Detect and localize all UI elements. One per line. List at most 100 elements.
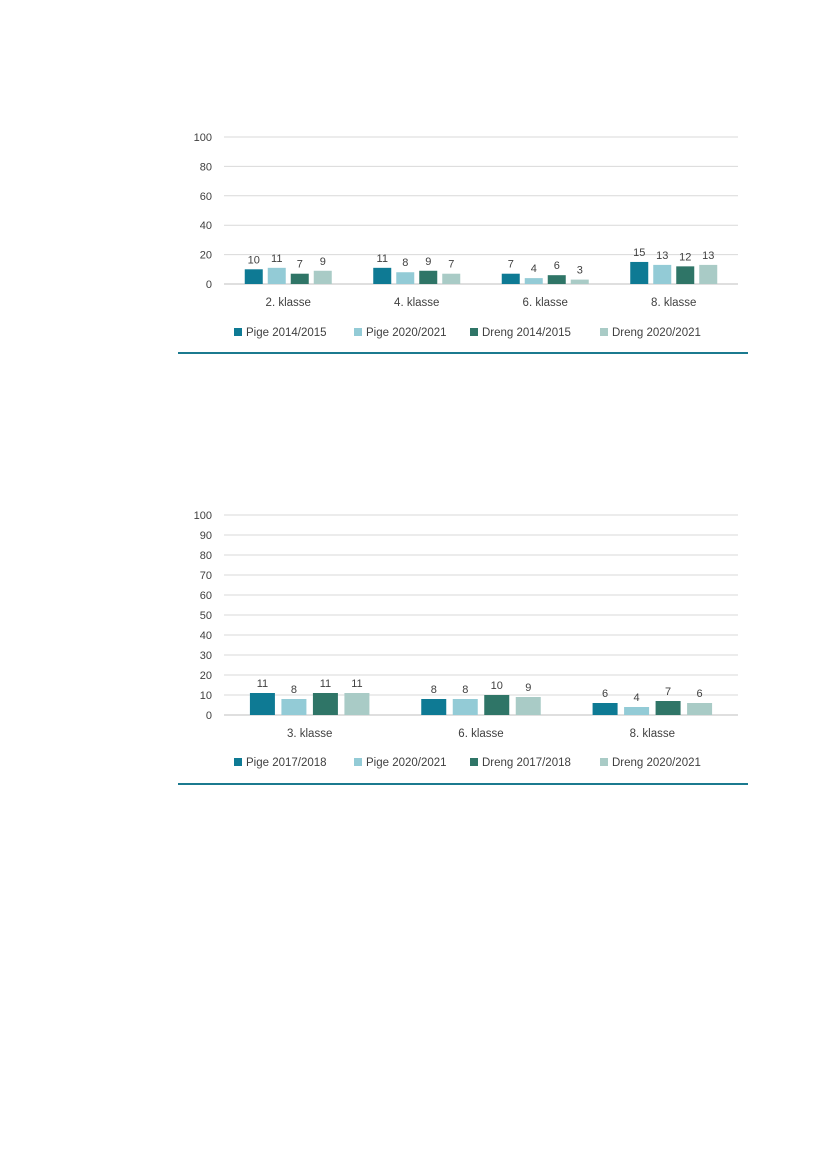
- bar: [290, 273, 309, 284]
- data-label: 6: [697, 688, 703, 700]
- bar: [249, 693, 275, 715]
- bar: [313, 270, 332, 284]
- chart-1-svg: 0 20 40 60 80 100 10 11 7 9 2. klasse 11 8 9 7 4. klass…: [178, 132, 748, 354]
- legend-label: Dreng 2020/2021: [612, 757, 701, 769]
- legend-label: Pige 2014/2015: [246, 327, 327, 339]
- y-tick-label: 80: [200, 550, 212, 562]
- y-tick-label: 50: [200, 610, 212, 622]
- legend-swatch: [234, 328, 242, 336]
- data-label: 4: [531, 263, 537, 275]
- bar: [281, 699, 307, 715]
- data-label: 6: [554, 260, 560, 272]
- legend-swatch: [470, 758, 478, 766]
- data-label: 9: [320, 256, 326, 268]
- data-label: 7: [508, 259, 514, 271]
- legend-label: Pige 2020/2021: [366, 327, 447, 339]
- y-tick-label: 90: [200, 530, 212, 542]
- category-label: 4. klasse: [394, 297, 439, 309]
- data-label: 11: [271, 253, 282, 265]
- bar: [515, 697, 541, 715]
- data-label: 10: [248, 254, 260, 266]
- y-tick-label: 80: [200, 161, 212, 173]
- data-label: 8: [291, 684, 297, 696]
- y-tick-label: 60: [200, 191, 212, 203]
- legend-swatch: [600, 328, 608, 336]
- chart-2: 0 10 20 30 40 50 60 70 80 90 100 11 8 11 11 3. klasse 8 8…: [0, 480, 827, 800]
- bar: [244, 269, 263, 284]
- legend-swatch: [470, 328, 478, 336]
- y-tick-label: 0: [206, 279, 212, 291]
- bar: [624, 707, 650, 715]
- bar: [344, 693, 370, 715]
- legend-swatch: [354, 758, 362, 766]
- legend-label: Dreng 2014/2015: [482, 327, 571, 339]
- data-label: 10: [491, 680, 503, 692]
- bar: [547, 275, 566, 284]
- data-label: 13: [702, 250, 714, 262]
- bar: [676, 266, 695, 284]
- data-label: 7: [665, 686, 671, 698]
- legend-swatch: [354, 328, 362, 336]
- data-label: 11: [351, 678, 362, 690]
- bar: [655, 701, 681, 715]
- bar: [592, 703, 618, 715]
- bar: [396, 272, 415, 284]
- legend-label: Dreng 2017/2018: [482, 757, 571, 769]
- y-tick-label: 10: [200, 690, 212, 702]
- data-label: 11: [320, 678, 331, 690]
- legend-swatch: [234, 758, 242, 766]
- bar: [419, 270, 438, 284]
- data-label: 12: [679, 251, 691, 263]
- bar: [524, 278, 543, 284]
- data-label: 4: [634, 692, 640, 704]
- legend-label: Dreng 2020/2021: [612, 327, 701, 339]
- bar: [312, 693, 338, 715]
- bar: [421, 699, 447, 715]
- legend-swatch: [600, 758, 608, 766]
- data-label: 7: [448, 259, 454, 271]
- y-tick-label: 70: [200, 570, 212, 582]
- bar: [653, 264, 672, 284]
- y-tick-label: 20: [200, 250, 212, 262]
- data-label: 6: [602, 688, 608, 700]
- category-label: 8. klasse: [630, 728, 675, 740]
- bar: [373, 267, 392, 284]
- data-label: 7: [297, 259, 303, 271]
- data-label: 13: [656, 250, 668, 262]
- y-tick-label: 40: [200, 630, 212, 642]
- bar: [452, 699, 478, 715]
- bar: [570, 279, 589, 284]
- y-tick-label: 60: [200, 590, 212, 602]
- category-label: 8. klasse: [651, 297, 696, 309]
- data-label: 8: [402, 257, 408, 269]
- data-label: 3: [577, 265, 583, 277]
- y-tick-label: 30: [200, 650, 212, 662]
- chart-1: 0 20 40 60 80 100 10 11 7 9 2. klasse 11 8 9 7 4. klass…: [0, 0, 827, 380]
- bar: [267, 267, 286, 284]
- y-tick-label: 100: [194, 510, 212, 522]
- category-label: 2. klasse: [266, 297, 311, 309]
- bar: [687, 703, 713, 715]
- data-label: 15: [633, 247, 645, 259]
- y-tick-label: 100: [194, 132, 212, 144]
- data-label: 8: [431, 684, 437, 696]
- data-label: 9: [425, 256, 431, 268]
- category-label: 6. klasse: [458, 728, 503, 740]
- data-label: 11: [377, 253, 388, 265]
- data-label: 11: [257, 678, 268, 690]
- bar: [484, 695, 510, 715]
- data-label: 8: [462, 684, 468, 696]
- y-tick-label: 20: [200, 670, 212, 682]
- legend-label: Pige 2020/2021: [366, 757, 447, 769]
- data-label: 9: [525, 682, 531, 694]
- chart-2-svg: 0 10 20 30 40 50 60 70 80 90 100 11 8 11 11 3. klasse 8 8…: [178, 510, 748, 785]
- category-label: 6. klasse: [523, 297, 568, 309]
- bar: [630, 261, 649, 284]
- category-label: 3. klasse: [287, 728, 332, 740]
- y-tick-label: 40: [200, 220, 212, 232]
- bar: [699, 264, 718, 284]
- bar: [442, 273, 461, 284]
- bar: [501, 273, 520, 284]
- legend-label: Pige 2017/2018: [246, 757, 327, 769]
- y-tick-label: 0: [206, 710, 212, 722]
